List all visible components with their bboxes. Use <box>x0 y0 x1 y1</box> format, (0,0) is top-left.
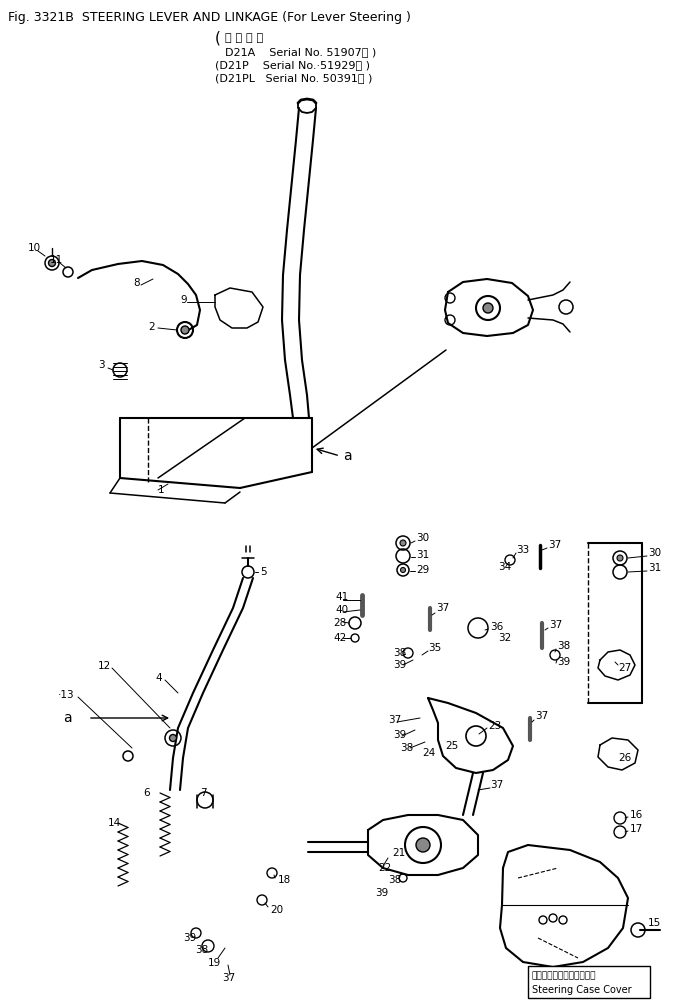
Text: 38: 38 <box>557 641 570 651</box>
Text: 37: 37 <box>548 540 561 550</box>
Text: 18: 18 <box>278 875 291 885</box>
Text: 32: 32 <box>498 633 511 643</box>
Text: 39: 39 <box>393 730 406 740</box>
Text: Steering Case Cover: Steering Case Cover <box>532 985 631 995</box>
Text: 12: 12 <box>98 661 111 671</box>
Text: 11: 11 <box>50 255 63 265</box>
Text: 22: 22 <box>378 863 391 873</box>
Text: 28: 28 <box>333 618 346 628</box>
Text: 適 用 号 機: 適 用 号 機 <box>225 33 263 43</box>
Circle shape <box>617 555 623 561</box>
Circle shape <box>483 303 493 313</box>
Text: 14: 14 <box>108 818 121 828</box>
Text: 21: 21 <box>392 848 405 858</box>
Text: 37: 37 <box>490 780 503 790</box>
Text: 7: 7 <box>200 788 206 798</box>
Text: 38: 38 <box>195 945 208 955</box>
Text: 27: 27 <box>618 663 631 673</box>
Text: 30: 30 <box>648 548 661 558</box>
Text: ステアリングケースカバー: ステアリングケースカバー <box>532 972 596 981</box>
Text: 26: 26 <box>618 753 631 763</box>
Text: 33: 33 <box>516 545 529 555</box>
Text: 37: 37 <box>388 715 402 725</box>
Bar <box>528 966 650 998</box>
Text: 2: 2 <box>148 322 155 332</box>
Text: 16: 16 <box>630 810 643 820</box>
Text: 41: 41 <box>335 592 348 602</box>
Circle shape <box>181 326 189 334</box>
Text: a: a <box>63 711 72 725</box>
Circle shape <box>170 734 177 741</box>
Circle shape <box>416 838 430 852</box>
Text: 39: 39 <box>393 660 406 670</box>
Text: 34: 34 <box>498 562 511 572</box>
Text: 24: 24 <box>422 748 435 758</box>
Text: 37: 37 <box>535 711 549 721</box>
Text: 30: 30 <box>416 533 429 543</box>
Text: 39: 39 <box>375 888 388 898</box>
Text: 15: 15 <box>648 918 661 928</box>
Text: ·13: ·13 <box>58 690 75 700</box>
Text: Fig. 3321B  STEERING LEVER AND LINKAGE (For Lever Steering ): Fig. 3321B STEERING LEVER AND LINKAGE (F… <box>8 11 411 24</box>
Text: 3: 3 <box>98 359 105 370</box>
Text: 31: 31 <box>416 550 429 560</box>
Text: 37: 37 <box>436 603 449 613</box>
Text: 35: 35 <box>428 643 441 653</box>
Text: 38: 38 <box>393 648 406 658</box>
Text: 25: 25 <box>445 741 458 751</box>
Text: 39: 39 <box>183 933 196 943</box>
Circle shape <box>400 568 406 573</box>
Circle shape <box>48 260 55 267</box>
Text: 42: 42 <box>333 633 346 643</box>
Text: (D21P    Serial No.·51929～ ): (D21P Serial No.·51929～ ) <box>215 60 370 70</box>
Text: (: ( <box>215 30 221 45</box>
Text: 20: 20 <box>270 905 283 915</box>
Text: 23: 23 <box>488 721 501 731</box>
Text: 5: 5 <box>260 567 266 577</box>
Text: 31: 31 <box>648 563 661 573</box>
Text: 8: 8 <box>133 278 139 288</box>
Text: D21A    Serial No. 51907～ ): D21A Serial No. 51907～ ) <box>225 47 376 57</box>
Text: 10: 10 <box>28 243 41 253</box>
Text: 9: 9 <box>180 295 186 305</box>
Text: 1: 1 <box>158 485 165 495</box>
Text: 29: 29 <box>416 565 429 575</box>
Text: 37: 37 <box>222 973 235 983</box>
Text: 37: 37 <box>549 620 562 630</box>
Text: 40: 40 <box>335 605 348 615</box>
Text: 36: 36 <box>490 622 503 632</box>
Circle shape <box>400 540 406 546</box>
Text: a: a <box>343 449 352 463</box>
Text: 39: 39 <box>557 657 570 667</box>
Text: 19: 19 <box>208 958 221 968</box>
Text: 6: 6 <box>143 788 150 798</box>
Text: 17: 17 <box>630 824 643 834</box>
Text: 38: 38 <box>400 743 413 753</box>
Text: (D21PL   Serial No. 50391～ ): (D21PL Serial No. 50391～ ) <box>215 73 373 83</box>
Text: 4: 4 <box>155 673 161 683</box>
Text: 38: 38 <box>388 875 402 885</box>
